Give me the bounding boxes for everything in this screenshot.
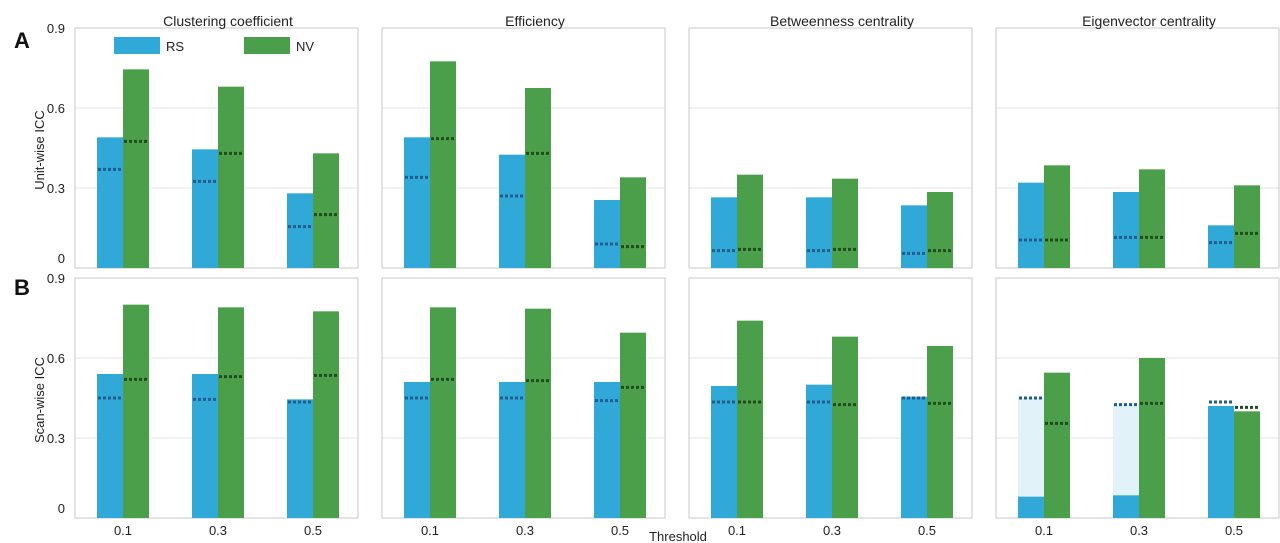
y-tick-label: 0.6 [47, 351, 65, 366]
bar-nv [737, 174, 763, 268]
bar-nv [430, 307, 456, 518]
panel-scan-1: 0 0.3 0.6 0.9 0.1 0.3 0.5 [47, 271, 359, 538]
panel-label-b: B [14, 275, 30, 300]
bar-nv [1139, 358, 1165, 518]
bar-nv [525, 88, 551, 268]
bar-rs [806, 384, 832, 518]
bar-rs [1113, 495, 1139, 518]
bar-nv [525, 308, 551, 518]
column-title-efficiency: Efficiency [505, 13, 565, 29]
bar-rs [1208, 225, 1234, 268]
bar-rs [287, 399, 313, 518]
x-tick-label: 0.1 [421, 523, 439, 538]
legend-swatch-nv [244, 37, 290, 54]
panel-scan-2: 0.1 0.3 0.5 [381, 277, 666, 538]
bar-rs [404, 137, 430, 268]
bar-rs [901, 396, 927, 518]
bar-rs [97, 137, 123, 268]
y-tick-label: 0.6 [47, 101, 65, 116]
bar-nv [927, 346, 953, 518]
bar-nv [218, 86, 244, 269]
ylabel-scan-wise: Scan-wise ICC [32, 357, 47, 443]
x-tick-label: 0.5 [918, 523, 936, 538]
panel-unit-3 [688, 27, 973, 269]
bar-rs [806, 197, 832, 268]
panel-scan-3: 0.1 0.3 0.5 [688, 277, 973, 538]
x-tick-label: 0.5 [1225, 523, 1243, 538]
bar-rs [404, 382, 430, 518]
legend-swatch-rs [114, 37, 160, 54]
xlabel-threshold: Threshold [649, 529, 707, 543]
x-tick-label: 0.3 [516, 523, 534, 538]
bar-rs [1113, 192, 1139, 268]
x-tick-label: 0.5 [304, 523, 322, 538]
bar-rs [192, 374, 218, 518]
bar-rs [594, 382, 620, 518]
bar-nv [1234, 411, 1260, 518]
bar-rs [1018, 496, 1044, 518]
bar-nv [313, 153, 339, 268]
bar-rs [594, 200, 620, 268]
ylabel-unit-wise: Unit-wise ICC [32, 110, 47, 189]
x-tick-label: 0.1 [114, 523, 132, 538]
legend-label-nv: NV [296, 39, 314, 54]
bar-rs [711, 197, 737, 268]
bar-nv [218, 307, 244, 518]
bar-nv [1044, 165, 1070, 268]
x-tick-label: 0.3 [209, 523, 227, 538]
panel-unit-2 [381, 27, 666, 269]
y-tick-label: 0.3 [47, 431, 65, 446]
x-tick-label: 0.1 [728, 523, 746, 538]
panel-label-a: A [14, 28, 30, 53]
bar-nv [927, 192, 953, 268]
column-title-eigenvector: Eigenvector centrality [1082, 13, 1216, 29]
bar-rs [287, 193, 313, 268]
bar-nv [620, 332, 646, 518]
y-tick-label: 0 [58, 501, 65, 516]
x-tick-label: 0.1 [1035, 523, 1053, 538]
bar-nv [123, 304, 149, 518]
bar-nv [1234, 185, 1260, 268]
bar-rs [97, 374, 123, 518]
y-tick-label: 0.9 [47, 271, 65, 286]
bar-rs [1018, 182, 1044, 268]
bar-rs [901, 205, 927, 268]
x-tick-label: 0.5 [611, 523, 629, 538]
bar-nv [123, 69, 149, 268]
bar-nv [313, 311, 339, 518]
panel-unit-4 [995, 27, 1280, 269]
bar-rs [711, 386, 737, 518]
panels-group: 00.30.60.900.30.60.90.1 0.3 0.5 0.1 0.3 0.5 0.… [47, 21, 1280, 538]
bar-rs [499, 154, 525, 268]
legend: RS NV [114, 37, 314, 54]
bar-nv [620, 177, 646, 268]
panel-scan-4: 0.1 0.3 0.5 [995, 277, 1280, 538]
bar-nv [737, 320, 763, 518]
column-title-clustering: Clustering coefficient [163, 13, 293, 29]
x-tick-label: 0.3 [823, 523, 841, 538]
y-tick-label: 0.3 [47, 181, 65, 196]
bar-nv [1139, 169, 1165, 268]
column-title-betweenness: Betweenness centrality [770, 13, 914, 29]
legend-label-rs: RS [166, 39, 184, 54]
bar-nv [1044, 372, 1070, 518]
bar-nv [430, 61, 456, 269]
bar-rs [499, 382, 525, 518]
y-tick-label: 0.9 [47, 21, 65, 36]
bar-rs [1208, 406, 1234, 518]
y-tick-label: 0 [58, 251, 65, 266]
bar-nv [832, 336, 858, 518]
bar-nv [832, 178, 858, 268]
panel-unit-1: 0 0.3 0.6 0.9 [47, 21, 359, 269]
x-tick-label: 0.3 [1130, 523, 1148, 538]
bar-rs [192, 149, 218, 268]
